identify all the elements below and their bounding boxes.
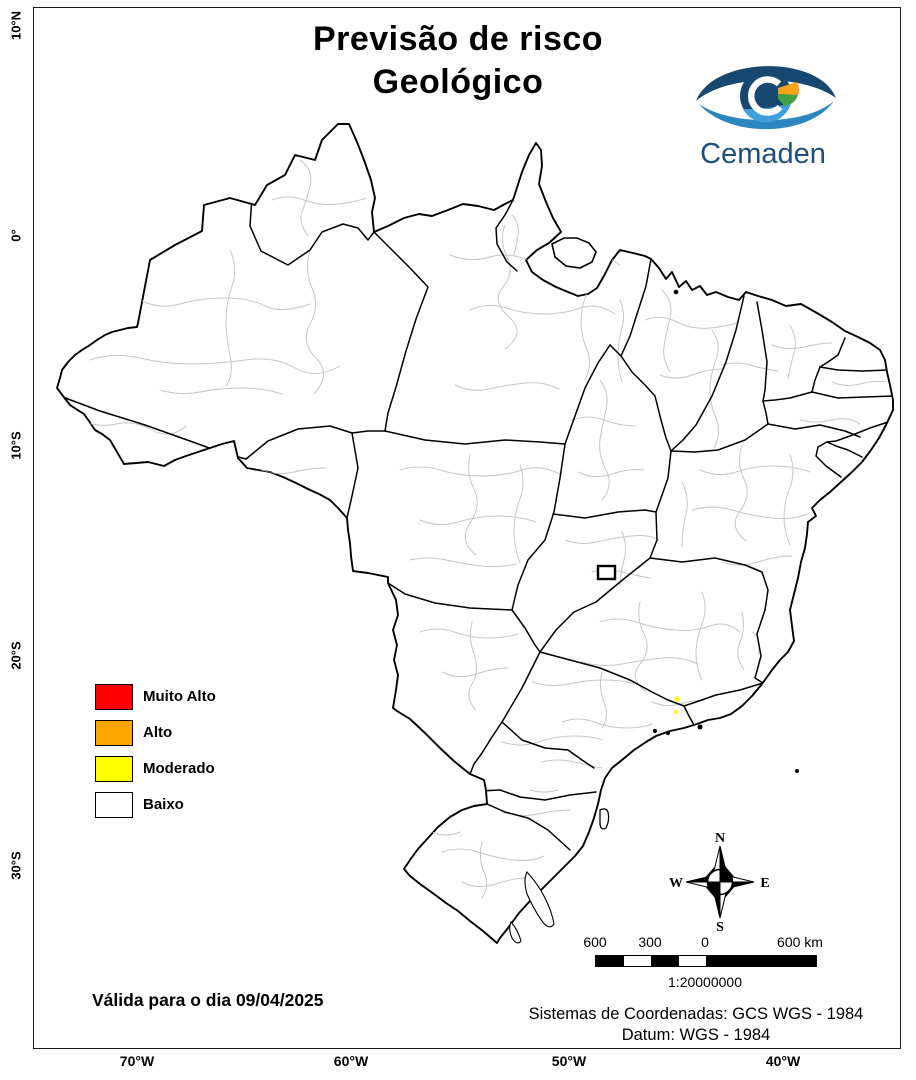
risk-legend: Muito Alto Alto Moderado Baixo: [95, 683, 216, 827]
cemaden-eye-icon: Cemaden: [696, 66, 836, 170]
risk-point-moderado: [674, 710, 678, 714]
legend-item-muito-alto: Muito Alto: [95, 683, 216, 710]
coastal-island-dot: [665, 730, 671, 736]
risk-highlight-layer: [674, 696, 680, 714]
florianopolis-island: [599, 808, 610, 830]
scale-ratio: 1:20000000: [668, 974, 742, 990]
risk-point-moderado: [674, 696, 680, 702]
scale-segment: [623, 956, 651, 966]
lat-label-0: 0°: [8, 229, 24, 242]
offshore-island-dot: [795, 769, 799, 773]
lat-label-20s: 20°S: [8, 641, 24, 670]
compass-west-label: W: [669, 876, 683, 891]
lon-label-60w: 60°W: [333, 1053, 369, 1069]
compass-south-label: S: [716, 920, 724, 934]
title-line-2: Geológico: [372, 63, 544, 101]
legend-label: Alto: [143, 724, 173, 741]
logo-wordmark: Cemaden: [700, 138, 826, 170]
compass-east-label: E: [760, 876, 769, 891]
compass-rose: N S W E: [666, 830, 778, 935]
compass-rose-icon: N S W E: [669, 831, 770, 935]
lon-label-40w: 40°W: [765, 1053, 801, 1069]
lat-label-10n: 10°N: [8, 10, 24, 41]
state-boundaries: [59, 196, 893, 851]
compass-north-label: N: [715, 831, 725, 846]
lagoa-dos-patos: [524, 871, 555, 928]
scale-tick: 600 km: [777, 934, 823, 950]
scale-tick: 600: [583, 934, 607, 950]
legend-swatch-muito-alto: [95, 683, 133, 710]
page-title: Previsão de risco Geológico: [158, 18, 758, 104]
coordinate-system-line: Sistemas de Coordenadas: GCS WGS - 1984: [528, 1005, 864, 1023]
legend-label: Baixo: [143, 796, 184, 813]
legend-item-moderado: Moderado: [95, 755, 216, 782]
legend-item-alto: Alto: [95, 719, 216, 746]
lat-label-10s: 10°S: [8, 431, 24, 460]
marajo-island: [551, 237, 597, 269]
coastal-island-dot: [697, 724, 703, 730]
validity-date: Válida para o dia 09/04/2025: [92, 990, 324, 1010]
distrito-federal-box: [596, 564, 617, 581]
municipal-boundaries: [79, 159, 887, 899]
legend-item-baixo: Baixo: [95, 791, 216, 818]
title-line-1: Previsão de risco: [312, 20, 604, 58]
datum-line: Datum: WGS - 1984: [621, 1026, 771, 1044]
lat-label-30s: 30°S: [8, 851, 24, 880]
scale-tick: 300: [638, 934, 662, 950]
coordinate-system-note: Sistemas de Coordenadas: GCS WGS - 1984 …: [486, 1004, 906, 1046]
scale-segment: [596, 956, 624, 966]
scale-segment: [706, 956, 816, 966]
coastal-island-dot: [673, 289, 679, 295]
islands-and-lagoons: [509, 237, 799, 944]
legend-label: Muito Alto: [143, 688, 216, 705]
legend-swatch-alto: [95, 719, 133, 746]
scale-bar: 600 300 0 600 km 1:20000000: [583, 934, 838, 996]
lon-label-50w: 50°W: [551, 1053, 587, 1069]
lagoa-mirim: [509, 920, 522, 944]
legend-label: Moderado: [143, 760, 215, 777]
legend-swatch-moderado: [95, 755, 133, 782]
coastal-island-dot: [652, 728, 658, 734]
cemaden-logo: Cemaden: [683, 46, 893, 174]
scale-segment: [678, 956, 706, 966]
scale-bar-segments: [595, 955, 817, 967]
lon-label-70w: 70°W: [119, 1053, 155, 1069]
brazil-outline: [56, 123, 894, 944]
scale-tick: 0: [701, 934, 709, 950]
legend-swatch-baixo: [95, 791, 133, 818]
scale-segment: [651, 956, 679, 966]
